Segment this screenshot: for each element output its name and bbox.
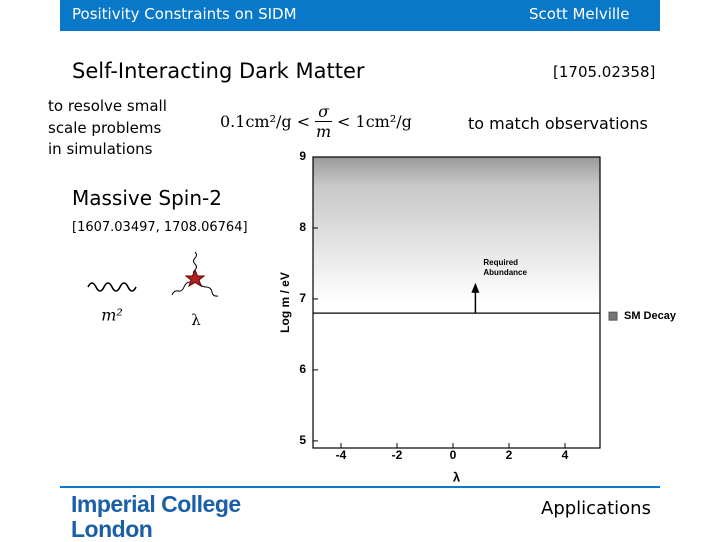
- x-tick-label: -4: [336, 448, 347, 462]
- y-tick-label: 9: [299, 149, 306, 163]
- x-tick-label: 2: [506, 448, 513, 462]
- propagator-label: m²: [101, 306, 123, 325]
- vertex-star: [184, 268, 206, 288]
- legend-label: SM Decay: [624, 310, 677, 322]
- formula: 0.1cm²/g < σ m < 1cm²/g: [220, 102, 412, 141]
- subtitle: Massive Spin-2: [72, 186, 222, 210]
- shaded-region: [313, 157, 600, 448]
- y-tick-label: 6: [299, 362, 306, 376]
- slide-title: Self-Interacting Dark Matter: [72, 59, 365, 83]
- annotation-text: Abundance: [483, 268, 527, 277]
- x-tick-label: 0: [450, 448, 457, 462]
- header-title: Positivity Constraints on SIDM: [72, 5, 297, 23]
- formula-right: < 1cm²/g: [337, 112, 412, 131]
- logo-line: Imperial College: [71, 491, 241, 517]
- x-axis-label: λ: [453, 469, 461, 484]
- annotation-text: Required: [483, 258, 518, 267]
- logo: Imperial College London: [71, 492, 241, 542]
- y-axis-label: Log m / eV: [278, 272, 292, 333]
- numerator: σ: [315, 102, 333, 122]
- arrow-head: [471, 282, 480, 293]
- sub-reference: [1607.03497, 1708.06764]: [72, 220, 248, 235]
- x-tick-label: 4: [562, 448, 569, 462]
- fraction: σ m: [315, 102, 333, 141]
- y-tick-label: 7: [299, 291, 306, 305]
- right-text: to match observations: [468, 114, 648, 133]
- propagator: [87, 282, 137, 292]
- formula-left: 0.1cm²/g <: [220, 112, 311, 131]
- vertex-label: λ: [191, 311, 201, 329]
- header-author: Scott Melville: [529, 5, 630, 23]
- y-tick-label: 5: [299, 433, 306, 447]
- y-tick-label: 8: [299, 220, 306, 234]
- denominator: m: [316, 122, 332, 141]
- legend-swatch: [608, 311, 618, 321]
- logo-line: London: [71, 516, 153, 542]
- plot-frame: [312, 156, 601, 449]
- line: to resolve small: [48, 97, 167, 115]
- line: in simulations: [48, 140, 153, 158]
- header-bar: [60, 0, 660, 31]
- x-tick-label: -2: [392, 448, 403, 462]
- section-label: Applications: [541, 498, 651, 519]
- left-text: to resolve small scale problems in simul…: [48, 96, 167, 161]
- reference: [1705.02358]: [553, 63, 656, 81]
- line: scale problems: [48, 118, 162, 137]
